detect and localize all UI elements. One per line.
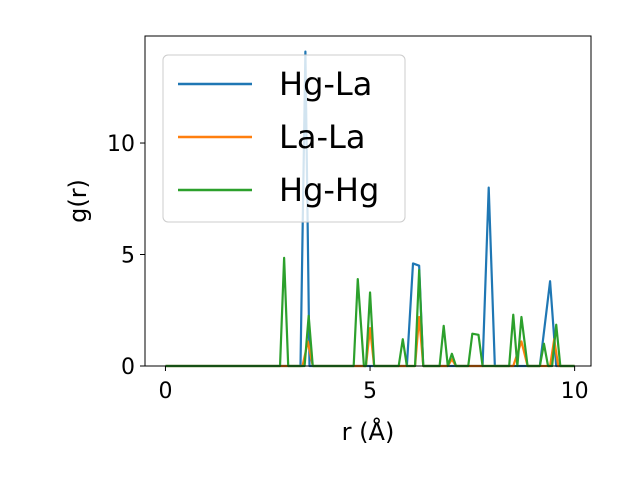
plot-frame	[144, 35, 592, 367]
legend-label-2: Hg-Hg	[279, 171, 379, 209]
y-axis: 0 5 10	[107, 132, 145, 380]
y-tick-label: 5	[121, 244, 135, 269]
legend-box	[162, 54, 406, 223]
x-tick-label: 0	[158, 379, 172, 404]
y-tick-label: 0	[121, 355, 135, 380]
y-tick-label: 10	[107, 132, 135, 157]
x-tick-label: 5	[363, 379, 377, 404]
y-axis-label: g(r)	[64, 179, 92, 223]
legend-label-0: Hg-La	[279, 65, 372, 103]
x-axis-label: r (Å)	[342, 417, 395, 446]
legend: Hg-La La-La Hg-Hg	[162, 54, 406, 223]
x-tick-label: 10	[561, 379, 589, 404]
x-axis: 0 5 10	[158, 366, 589, 404]
legend-label-1: La-La	[279, 118, 365, 156]
